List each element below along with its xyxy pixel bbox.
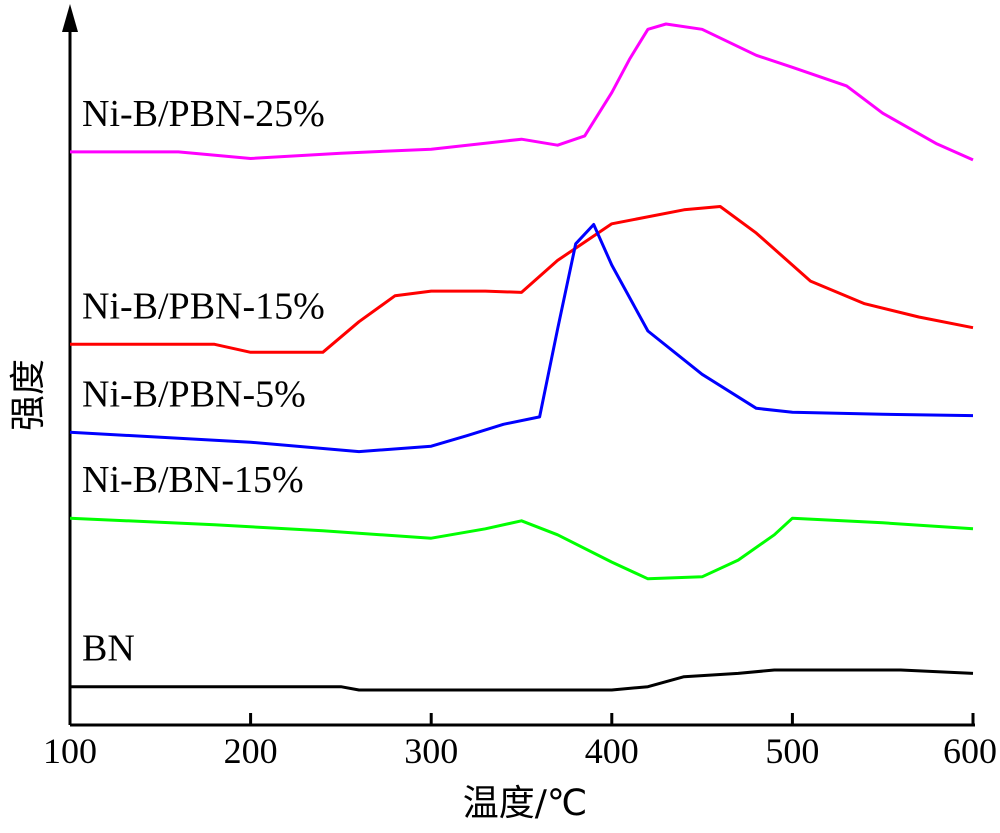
x-ticks: 100 200 300 400 500 600: [43, 713, 997, 771]
series-group: [69, 22, 974, 692]
x-tick-label: 100: [43, 731, 97, 771]
series-line-4: [70, 668, 974, 692]
x-tick-label: 600: [943, 731, 997, 771]
series-line-0: [70, 22, 974, 162]
x-tick-label: 300: [404, 731, 458, 771]
series-label-3: Ni-B/BN-15%: [82, 459, 304, 501]
series-line-1: [70, 205, 974, 354]
series-labels: Ni-B/PBN-25% Ni-B/PBN-15% Ni-B/PBN-5% Ni-B/…: [82, 93, 325, 670]
series-line-3: [69, 516, 974, 581]
x-tick-label: 400: [585, 731, 639, 771]
x-tick-label: 200: [224, 731, 278, 771]
series-label-1: Ni-B/PBN-15%: [82, 285, 325, 327]
y-axis-arrow: [62, 4, 78, 32]
series-label-2: Ni-B/PBN-5%: [82, 373, 306, 415]
series-label-4: BN: [82, 628, 135, 670]
axes: 100 200 300 400 500 600: [43, 4, 997, 771]
x-axis-title: 温度/℃: [463, 783, 588, 824]
series-label-0: Ni-B/PBN-25%: [82, 93, 325, 135]
y-axis-title: 强度: [8, 359, 49, 431]
series-line-2: [69, 223, 974, 454]
x-tick-label: 500: [765, 731, 819, 771]
